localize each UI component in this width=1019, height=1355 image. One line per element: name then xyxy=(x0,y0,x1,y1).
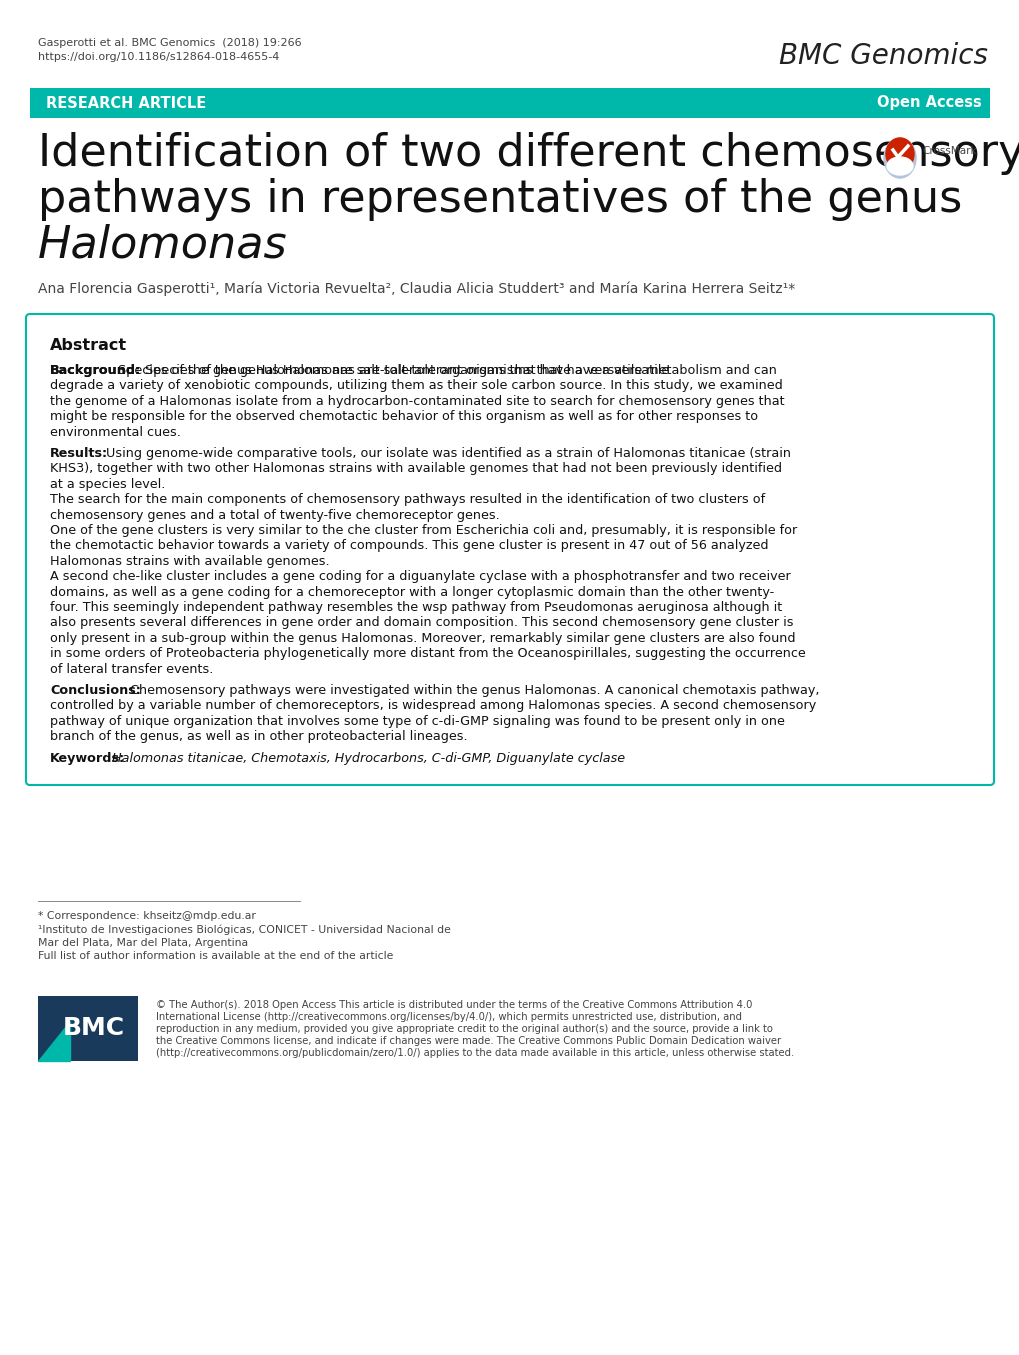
Text: Mar del Plata, Mar del Plata, Argentina: Mar del Plata, Mar del Plata, Argentina xyxy=(38,938,248,948)
Text: Species of the genus Halomonas are salt-tolerant organisms that have a versatile: Species of the genus Halomonas are salt-… xyxy=(141,364,668,377)
Text: Halomonas strains with available genomes.: Halomonas strains with available genomes… xyxy=(50,554,329,568)
Text: BMC Genomics: BMC Genomics xyxy=(779,42,987,70)
Text: of lateral transfer events.: of lateral transfer events. xyxy=(50,663,213,676)
Text: Abstract: Abstract xyxy=(50,337,127,354)
Ellipse shape xyxy=(886,138,913,169)
Text: © The Author(s). 2018 Open Access This article is distributed under the terms of: © The Author(s). 2018 Open Access This a… xyxy=(156,1000,752,1009)
Text: One of the gene clusters is very similar to the che cluster from Escherichia col: One of the gene clusters is very similar… xyxy=(50,524,797,537)
Text: pathways in representatives of the genus: pathways in representatives of the genus xyxy=(38,178,961,221)
Text: The search for the main components of chemosensory pathways resulted in the iden: The search for the main components of ch… xyxy=(50,493,764,507)
Text: degrade a variety of xenobiotic compounds, utilizing them as their sole carbon s: degrade a variety of xenobiotic compound… xyxy=(50,379,782,393)
Text: environmental cues.: environmental cues. xyxy=(50,425,180,439)
Text: BMC: BMC xyxy=(63,1016,125,1041)
Text: KHS3), together with two other Halomonas strains with available genomes that had: KHS3), together with two other Halomonas… xyxy=(50,462,782,476)
Text: chemosensory genes and a total of twenty-five chemoreceptor genes.: chemosensory genes and a total of twenty… xyxy=(50,508,499,522)
Text: Full list of author information is available at the end of the article: Full list of author information is avail… xyxy=(38,951,393,961)
Text: Results:: Results: xyxy=(50,447,108,459)
Text: * Correspondence: khseitz@mdp.edu.ar: * Correspondence: khseitz@mdp.edu.ar xyxy=(38,911,256,921)
Text: Keywords:: Keywords: xyxy=(50,752,125,764)
Text: domains, as well as a gene coding for a chemoreceptor with a longer cytoplasmic : domains, as well as a gene coding for a … xyxy=(50,585,773,599)
Polygon shape xyxy=(38,1020,70,1061)
Text: Species of the genus Halomonas are salt-tolerant organisms that have a versatile: Species of the genus Halomonas are salt-… xyxy=(114,364,776,377)
Text: at a species level.: at a species level. xyxy=(50,478,165,491)
Text: might be responsible for the observed chemotactic behavior of this organism as w: might be responsible for the observed ch… xyxy=(50,411,757,423)
Text: RESEARCH ARTICLE: RESEARCH ARTICLE xyxy=(46,95,206,111)
Text: Conclusions:: Conclusions: xyxy=(50,684,141,696)
Text: A second che-like cluster includes a gene coding for a diguanylate cyclase with : A second che-like cluster includes a gen… xyxy=(50,570,790,583)
Text: ¹Instituto de Investigaciones Biológicas, CONICET - Universidad Nacional de: ¹Instituto de Investigaciones Biológicas… xyxy=(38,925,450,935)
Text: reproduction in any medium, provided you give appropriate credit to the original: reproduction in any medium, provided you… xyxy=(156,1024,772,1034)
Text: the Creative Commons license, and indicate if changes were made. The Creative Co: the Creative Commons license, and indica… xyxy=(156,1037,781,1046)
Text: Gasperotti et al. BMC Genomics  (2018) 19:266: Gasperotti et al. BMC Genomics (2018) 19… xyxy=(38,38,302,47)
Text: Using genome-wide comparative tools, our isolate was identified as a strain of H: Using genome-wide comparative tools, our… xyxy=(102,447,790,459)
Text: Open Access: Open Access xyxy=(876,95,981,111)
Text: only present in a sub-group within the genus Halomonas. Moreover, remarkably sim: only present in a sub-group within the g… xyxy=(50,631,795,645)
Text: pathway of unique organization that involves some type of c-di-GMP signaling was: pathway of unique organization that invo… xyxy=(50,715,784,728)
Text: branch of the genus, as well as in other proteobacterial lineages.: branch of the genus, as well as in other… xyxy=(50,730,467,743)
Text: (http://creativecommons.org/publicdomain/zero/1.0/) applies to the data made ava: (http://creativecommons.org/publicdomain… xyxy=(156,1047,794,1058)
FancyBboxPatch shape xyxy=(38,996,138,1061)
Ellipse shape xyxy=(887,157,912,175)
Text: Ana Florencia Gasperotti¹, María Victoria Revuelta², Claudia Alicia Studdert³ an: Ana Florencia Gasperotti¹, María Victori… xyxy=(38,282,795,297)
FancyBboxPatch shape xyxy=(25,314,994,785)
Text: controlled by a variable number of chemoreceptors, is widespread among Halomonas: controlled by a variable number of chemo… xyxy=(50,699,815,713)
Text: Halomonas: Halomonas xyxy=(38,224,287,267)
FancyBboxPatch shape xyxy=(30,88,989,118)
Text: also presents several differences in gene order and domain composition. This sec: also presents several differences in gen… xyxy=(50,617,793,630)
Text: Halomonas titanicae, Chemotaxis, Hydrocarbons, C-di-GMP, Diguanylate cyclase: Halomonas titanicae, Chemotaxis, Hydroca… xyxy=(108,752,625,764)
Text: International License (http://creativecommons.org/licenses/by/4.0/), which permi: International License (http://creativeco… xyxy=(156,1012,741,1022)
Text: in some orders of Proteobacteria phylogenetically more distant from the Oceanosp: in some orders of Proteobacteria phyloge… xyxy=(50,648,805,660)
Text: four. This seemingly independent pathway resembles the wsp pathway from Pseudomo: four. This seemingly independent pathway… xyxy=(50,602,782,614)
Text: Background:: Background: xyxy=(50,364,141,377)
Text: Identification of two different chemosensory: Identification of two different chemosen… xyxy=(38,131,1019,175)
Text: the chemotactic behavior towards a variety of compounds. This gene cluster is pr: the chemotactic behavior towards a varie… xyxy=(50,539,767,553)
Text: CrossMark: CrossMark xyxy=(921,146,975,156)
Text: https://doi.org/10.1186/s12864-018-4655-4: https://doi.org/10.1186/s12864-018-4655-… xyxy=(38,51,279,62)
Text: Chemosensory pathways were investigated within the genus Halomonas. A canonical : Chemosensory pathways were investigated … xyxy=(126,684,818,696)
Ellipse shape xyxy=(883,138,915,178)
Text: Background:: Background: xyxy=(50,364,141,377)
Text: the genome of a Halomonas isolate from a hydrocarbon-contaminated site to search: the genome of a Halomonas isolate from a… xyxy=(50,394,784,408)
